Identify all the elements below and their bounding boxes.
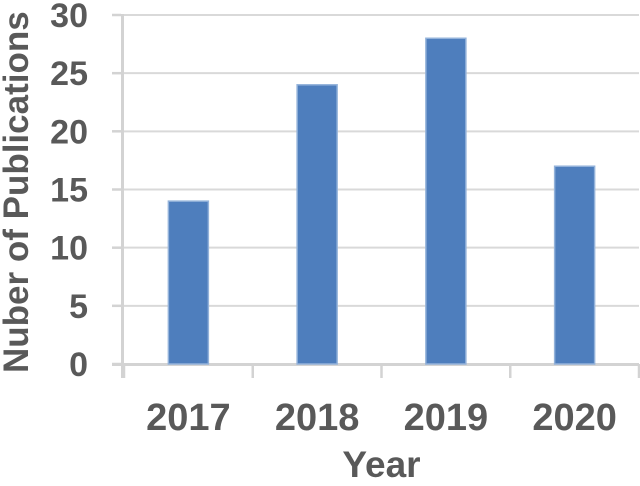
x-tick-label-2020: 2020 — [532, 397, 617, 439]
y-tick-label-25: 25 — [50, 55, 88, 93]
bar-2020 — [553, 165, 596, 365]
y-tick-label-5: 5 — [69, 288, 88, 326]
y-tick-label-15: 15 — [50, 172, 88, 210]
y-tick-label-30: 30 — [50, 0, 88, 35]
y-tick-label-20: 20 — [50, 113, 88, 151]
y-tick-label-10: 10 — [50, 230, 88, 268]
bar-2017 — [167, 200, 210, 365]
bar-2019 — [425, 37, 467, 365]
bar-2018 — [296, 84, 338, 365]
x-tick-label-2019: 2019 — [404, 397, 489, 439]
y-tick-label-0: 0 — [69, 346, 88, 384]
x-tick-label-2018: 2018 — [275, 397, 360, 439]
x-tick-label-2017: 2017 — [146, 397, 231, 439]
x-axis-title: Year — [342, 444, 421, 485]
